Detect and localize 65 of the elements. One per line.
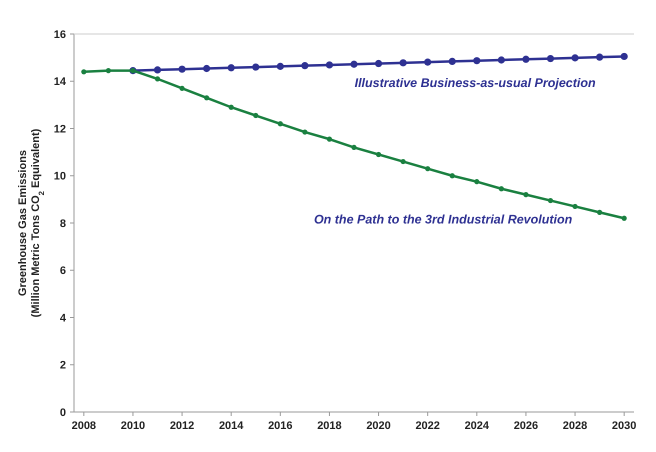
point (596, 54, 604, 61)
point (522, 56, 530, 63)
point (228, 64, 235, 72)
point (178, 66, 186, 73)
series-label: On the Path to the 3rd Industrial Revolution (314, 212, 573, 227)
y-tick-label: 4 (60, 312, 67, 324)
point (326, 61, 334, 69)
point (228, 104, 234, 110)
y-tick-label: 14 (54, 76, 67, 88)
point (572, 204, 578, 210)
x-tick-label: 2014 (218, 420, 244, 432)
point (620, 52, 628, 60)
point (473, 57, 480, 64)
point (302, 129, 308, 135)
point (154, 66, 162, 74)
point (81, 69, 86, 74)
point (450, 173, 455, 178)
point (498, 56, 505, 64)
series-label: Illustrative Business-as-usual Projection (354, 76, 596, 90)
point (474, 179, 480, 184)
y-tick-label: 12 (54, 123, 66, 136)
point (252, 63, 260, 71)
point (253, 112, 258, 118)
point (376, 152, 382, 158)
point (548, 198, 554, 204)
x-tick-label: 2012 (170, 420, 194, 432)
y-tick-label: 16 (54, 28, 66, 41)
y-tick-label: 8 (60, 218, 66, 230)
point (425, 166, 430, 172)
point (350, 60, 358, 68)
point (301, 62, 308, 70)
x-tick-label: 2022 (415, 420, 440, 432)
point (154, 76, 160, 82)
y-tick-label: 10 (54, 170, 66, 183)
y-tick-label: 2 (60, 360, 66, 372)
point (326, 136, 332, 142)
point (571, 54, 579, 62)
point (448, 58, 456, 66)
point (498, 186, 504, 192)
point (106, 68, 111, 74)
point (424, 58, 432, 66)
point (546, 54, 554, 62)
point (276, 62, 284, 70)
point (179, 86, 185, 91)
y-tick-label: 6 (60, 265, 66, 278)
point (400, 158, 406, 164)
point (597, 210, 602, 215)
x-tick-label: 2010 (120, 420, 146, 432)
point (203, 64, 210, 72)
x-tick-label: 2028 (562, 420, 588, 432)
point (278, 121, 283, 126)
x-tick-label: 2016 (268, 420, 293, 432)
point (204, 95, 210, 100)
point (351, 144, 357, 150)
point (523, 192, 529, 198)
x-tick-label: 2024 (464, 420, 490, 432)
point (374, 60, 382, 68)
x-tick-label: 2030 (612, 420, 636, 432)
y-tick-label: 0 (60, 406, 66, 419)
point (400, 59, 407, 66)
x-tick-label: 2026 (514, 420, 538, 432)
x-tick-label: 2018 (317, 420, 342, 432)
x-tick-label: 2020 (366, 420, 391, 432)
point (622, 216, 627, 221)
x-tick-label: 2008 (72, 420, 96, 432)
